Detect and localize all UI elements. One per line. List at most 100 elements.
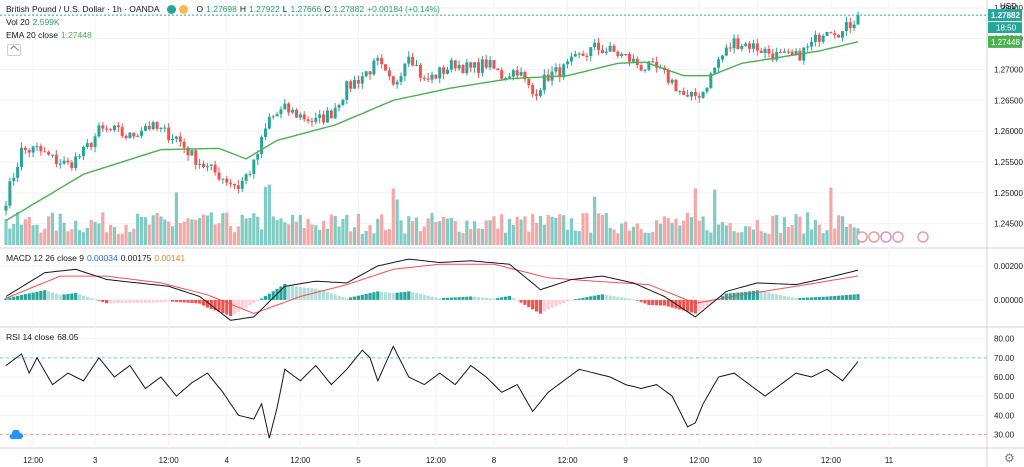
event-marker-icon[interactable] bbox=[917, 231, 929, 243]
macd-hist-bar bbox=[585, 297, 589, 300]
macd-hist-bar bbox=[507, 296, 512, 300]
candle-body bbox=[608, 45, 612, 52]
candle-body bbox=[643, 69, 647, 71]
macd-hist-bar bbox=[430, 296, 434, 300]
volume-bar bbox=[786, 226, 790, 245]
candle-body bbox=[496, 68, 500, 71]
candle-body bbox=[260, 136, 264, 155]
volume-bar bbox=[515, 216, 519, 245]
symbol-title[interactable]: British Pound / U.S. Dollar · 1h · OANDA bbox=[6, 4, 160, 14]
volume-bar bbox=[658, 223, 663, 245]
volume-bar bbox=[775, 214, 779, 245]
data-status-icon bbox=[178, 4, 188, 14]
volume-bar bbox=[720, 222, 725, 245]
volume-bar bbox=[213, 224, 217, 245]
volume-bar bbox=[143, 217, 148, 245]
candle-body bbox=[120, 127, 124, 136]
cloud-icon[interactable] bbox=[8, 430, 24, 440]
candle-body bbox=[314, 117, 318, 122]
candle-body bbox=[109, 129, 113, 131]
volume-bar bbox=[678, 225, 682, 245]
settings-gear-icon[interactable]: ⚙ bbox=[1004, 451, 1015, 465]
volume-bar bbox=[531, 213, 535, 245]
macd-hist-bar bbox=[380, 291, 384, 300]
event-markers[interactable] bbox=[856, 231, 929, 243]
macd-hist-bar bbox=[74, 293, 78, 300]
candle-body bbox=[202, 163, 206, 168]
collapse-legend-button[interactable] bbox=[7, 44, 21, 56]
candle-body bbox=[798, 50, 802, 61]
macd-hist-bar bbox=[608, 295, 612, 300]
candle-body bbox=[155, 122, 159, 129]
rsi-label[interactable]: RSI 14 close bbox=[6, 332, 55, 342]
macd-hist-bar bbox=[484, 297, 488, 300]
rsi-tick-label: 70.00 bbox=[994, 354, 1015, 363]
volume-bar bbox=[403, 233, 407, 245]
candle-body bbox=[248, 174, 252, 176]
candle-body bbox=[43, 151, 47, 153]
event-marker-icon[interactable] bbox=[892, 231, 904, 243]
volume-bar bbox=[74, 220, 78, 245]
candle-body bbox=[70, 162, 74, 168]
candle-body bbox=[484, 59, 488, 68]
volume-bar bbox=[542, 224, 546, 245]
macd-hist-bar bbox=[383, 292, 388, 300]
macd-hist-bar bbox=[376, 291, 380, 300]
macd-hist-bar bbox=[205, 299, 209, 308]
macd-hist-bar bbox=[542, 299, 546, 312]
macd-hist-bar bbox=[194, 299, 198, 304]
macd-hist-bar bbox=[128, 299, 132, 303]
candle-body bbox=[856, 15, 860, 25]
candle-body bbox=[728, 47, 732, 49]
volume-bar bbox=[507, 218, 512, 245]
event-marker-icon[interactable] bbox=[856, 231, 868, 243]
volume-bar bbox=[4, 219, 8, 245]
candle-body bbox=[240, 180, 244, 189]
volume-bar bbox=[465, 220, 469, 245]
candle-body bbox=[473, 62, 477, 68]
volume-bar bbox=[368, 225, 372, 245]
candle-body bbox=[500, 70, 504, 79]
vol-label[interactable]: Vol 20 bbox=[6, 17, 30, 27]
volume-bar bbox=[116, 233, 120, 245]
macd-hist-bar bbox=[658, 299, 663, 306]
volume-bar bbox=[310, 224, 314, 245]
volume-bar bbox=[376, 218, 380, 245]
candle-body bbox=[732, 38, 736, 49]
volume-bar bbox=[844, 226, 848, 245]
candle-body bbox=[298, 114, 302, 118]
macd-hist-bar bbox=[627, 298, 632, 300]
volume-bar bbox=[562, 215, 566, 245]
macd-hist-bar bbox=[190, 299, 194, 304]
macd-hist-bar bbox=[54, 293, 58, 300]
volume-bar bbox=[182, 221, 186, 245]
candle-body bbox=[438, 67, 442, 79]
candle-body bbox=[566, 61, 570, 65]
macd-hist-bar bbox=[480, 297, 484, 300]
ema-label[interactable]: EMA 20 close bbox=[6, 30, 58, 40]
candle-body bbox=[705, 87, 709, 92]
candle-body bbox=[531, 85, 535, 95]
macd-label[interactable]: MACD 12 26 close 9 bbox=[6, 253, 84, 263]
volume-bar bbox=[159, 216, 163, 245]
candle-body bbox=[50, 154, 54, 156]
macd-hist-bar bbox=[263, 296, 268, 300]
candle-body bbox=[736, 38, 740, 49]
volume-bar bbox=[329, 214, 333, 245]
volume-bar bbox=[848, 223, 852, 245]
candle-body bbox=[407, 56, 411, 64]
macd-hist-bar bbox=[844, 295, 848, 300]
macd-hist-bar bbox=[155, 299, 159, 303]
candle-body bbox=[445, 69, 449, 74]
volume-bar bbox=[709, 232, 713, 245]
macd-hist-bar bbox=[201, 299, 206, 306]
volume-bar bbox=[763, 232, 767, 245]
candle-body bbox=[89, 143, 93, 148]
volume-bar bbox=[686, 212, 690, 245]
candle-body bbox=[430, 74, 434, 80]
event-marker-icon[interactable] bbox=[868, 231, 880, 243]
ohlc-h-label: H bbox=[239, 4, 247, 14]
event-marker-icon[interactable] bbox=[880, 231, 892, 243]
